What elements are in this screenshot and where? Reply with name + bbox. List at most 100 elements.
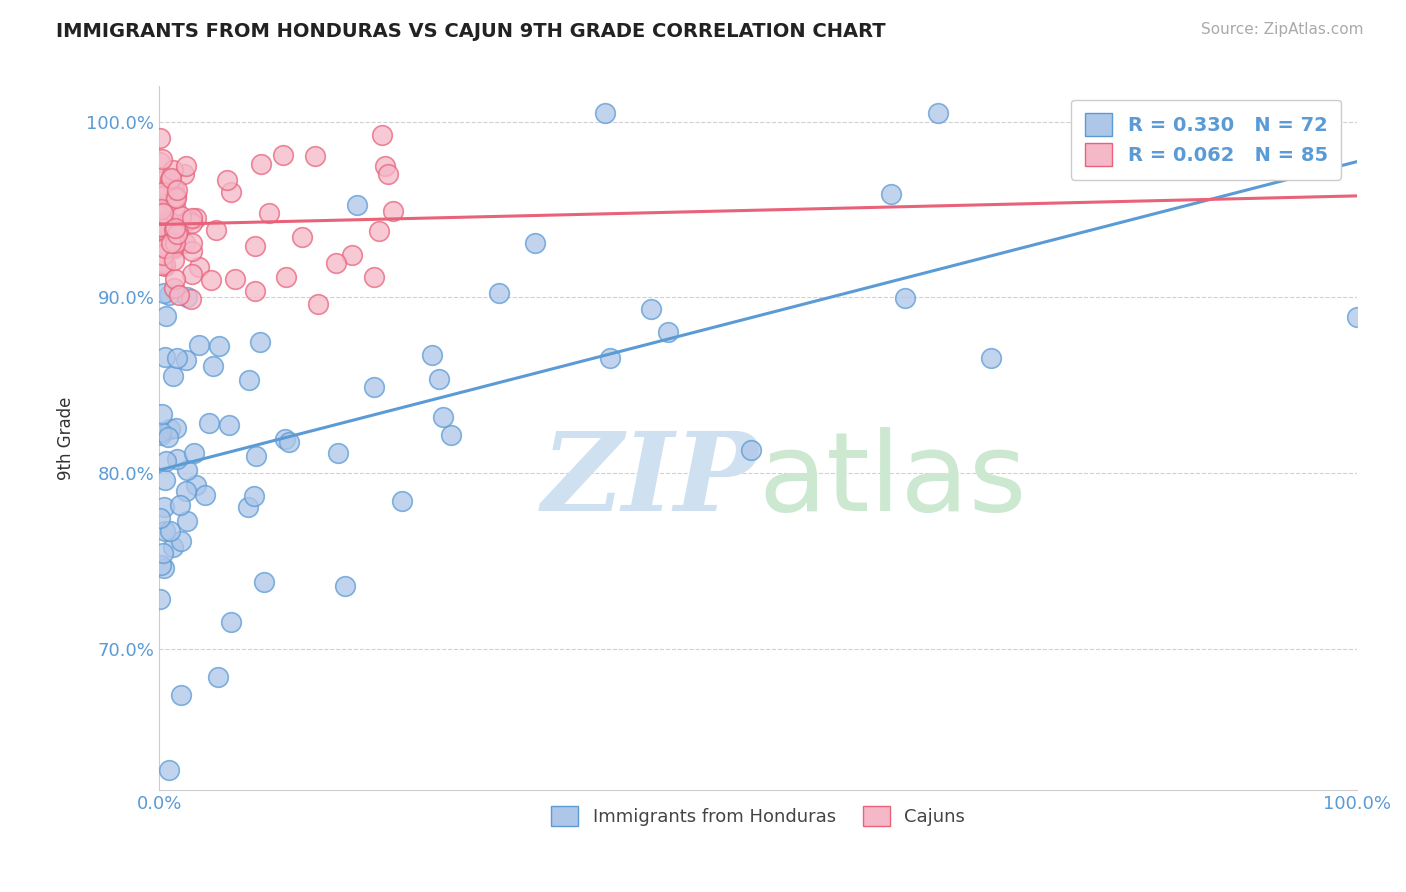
- Point: [159, 170, 181, 185]
- Point: [179, 292, 201, 306]
- Point: [167, 287, 190, 301]
- Point: [523, 236, 546, 251]
- Point: [170, 209, 193, 223]
- Point: [160, 219, 183, 234]
- Point: [249, 157, 271, 171]
- Point: [277, 435, 299, 450]
- Point: [363, 270, 385, 285]
- Point: [165, 199, 187, 213]
- Point: [149, 428, 172, 442]
- Point: [149, 511, 172, 525]
- Point: [371, 128, 394, 142]
- Point: [162, 162, 184, 177]
- Point: [224, 272, 246, 286]
- Point: [340, 247, 363, 261]
- Point: [488, 286, 510, 301]
- Point: [181, 211, 204, 225]
- Point: [149, 131, 172, 145]
- Point: [593, 105, 616, 120]
- Text: Source: ZipAtlas.com: Source: ZipAtlas.com: [1201, 22, 1364, 37]
- Point: [187, 260, 209, 274]
- Point: [274, 270, 297, 285]
- Point: [894, 291, 917, 305]
- Point: [377, 167, 399, 181]
- Point: [153, 217, 176, 231]
- Point: [159, 287, 181, 301]
- Point: [149, 183, 172, 197]
- Point: [181, 235, 204, 250]
- Point: [391, 493, 413, 508]
- Point: [166, 225, 188, 239]
- Point: [640, 301, 662, 316]
- Point: [257, 205, 280, 219]
- Point: [427, 372, 450, 386]
- Point: [440, 428, 463, 442]
- Point: [163, 182, 186, 196]
- Point: [159, 422, 181, 436]
- Point: [238, 373, 260, 387]
- Point: [176, 159, 198, 173]
- Point: [599, 351, 621, 365]
- Text: IMMIGRANTS FROM HONDURAS VS CAJUN 9TH GRADE CORRELATION CHART: IMMIGRANTS FROM HONDURAS VS CAJUN 9TH GR…: [56, 22, 886, 41]
- Point: [155, 310, 177, 324]
- Point: [150, 258, 173, 272]
- Point: [432, 409, 454, 424]
- Point: [159, 223, 181, 237]
- Point: [927, 105, 949, 120]
- Point: [271, 148, 294, 162]
- Point: [150, 558, 173, 573]
- Point: [153, 561, 176, 575]
- Point: [219, 615, 242, 629]
- Point: [162, 281, 184, 295]
- Point: [346, 198, 368, 212]
- Point: [162, 241, 184, 255]
- Text: ZIP: ZIP: [541, 426, 758, 534]
- Point: [153, 260, 176, 274]
- Point: [368, 224, 391, 238]
- Point: [166, 351, 188, 365]
- Point: [1346, 310, 1368, 324]
- Point: [150, 244, 173, 258]
- Point: [149, 196, 172, 211]
- Point: [153, 473, 176, 487]
- Point: [163, 239, 186, 253]
- Point: [304, 149, 326, 163]
- Point: [183, 446, 205, 460]
- Point: [181, 268, 204, 282]
- Point: [159, 524, 181, 538]
- Point: [153, 241, 176, 255]
- Point: [149, 592, 172, 607]
- Point: [163, 272, 186, 286]
- Point: [152, 248, 174, 262]
- Point: [160, 235, 183, 250]
- Point: [153, 188, 176, 202]
- Point: [204, 223, 226, 237]
- Point: [197, 416, 219, 430]
- Point: [242, 490, 264, 504]
- Point: [180, 244, 202, 258]
- Point: [374, 159, 396, 173]
- Point: [740, 443, 762, 458]
- Point: [152, 255, 174, 269]
- Point: [245, 239, 267, 253]
- Point: [159, 763, 181, 777]
- Point: [173, 168, 195, 182]
- Point: [184, 477, 207, 491]
- Point: [218, 418, 240, 433]
- Point: [149, 247, 172, 261]
- Point: [180, 216, 202, 230]
- Point: [179, 213, 201, 227]
- Point: [274, 433, 297, 447]
- Point: [221, 186, 243, 200]
- Point: [169, 499, 191, 513]
- Point: [163, 221, 186, 235]
- Legend: Immigrants from Honduras, Cajuns: Immigrants from Honduras, Cajuns: [544, 798, 973, 834]
- Point: [326, 446, 349, 460]
- Point: [165, 420, 187, 434]
- Point: [159, 194, 181, 208]
- Point: [150, 221, 173, 235]
- Point: [176, 352, 198, 367]
- Point: [166, 451, 188, 466]
- Point: [152, 545, 174, 559]
- Point: [186, 211, 208, 225]
